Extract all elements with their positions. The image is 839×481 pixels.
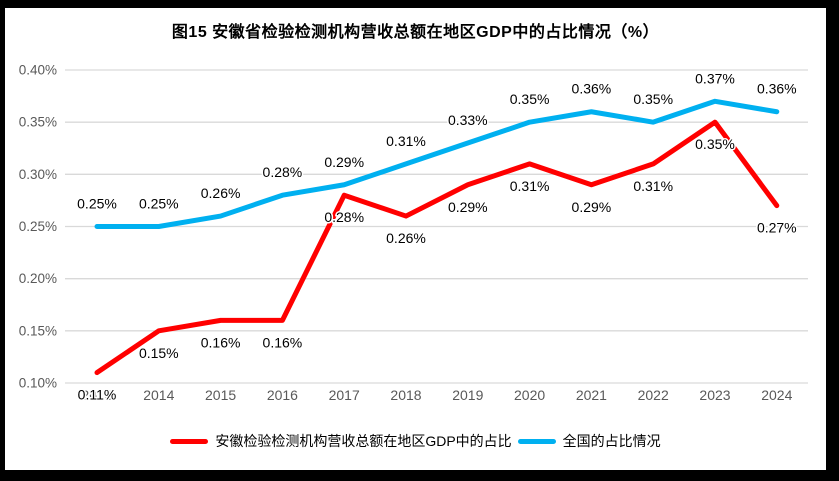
data-label-series-0: 0.36% xyxy=(757,81,797,97)
series-line-1 xyxy=(94,119,780,376)
y-axis-tick-label: 0.20% xyxy=(19,271,57,286)
data-label-series-0: 0.28% xyxy=(263,164,303,180)
data-label-series-1: 0.31% xyxy=(633,178,673,194)
legend-label-national: 全国的占比情况 xyxy=(562,433,661,449)
x-axis-tick-label: 2014 xyxy=(143,387,174,403)
chart-canvas: 图15 安徽省检验检测机构营收总额在地区GDP中的占比情况（%） 0.40% 0.… xyxy=(5,8,826,470)
data-label-series-0: 0.35% xyxy=(633,91,673,107)
y-axis-tick-label: 0.25% xyxy=(19,219,57,234)
y-axis-tick-label: 0.30% xyxy=(19,167,57,182)
x-axis-tick-label: 2021 xyxy=(576,387,607,403)
x-axis-tick-label: 2019 xyxy=(452,387,483,403)
data-label-series-1: 0.29% xyxy=(572,199,612,215)
x-axis-tick-label: 2017 xyxy=(329,387,360,403)
y-axis-tick-label: 0.10% xyxy=(19,376,57,391)
data-label-series-0: 0.33% xyxy=(448,112,488,128)
data-label-series-1: 0.27% xyxy=(757,220,797,236)
data-label-series-0: 0.26% xyxy=(201,185,241,201)
x-axis-tick-label: 2013 xyxy=(81,387,112,403)
x-axis-tick-label: 2024 xyxy=(761,387,792,403)
x-axis-tick-label: 2020 xyxy=(514,387,545,403)
legend-line-swatch-blue xyxy=(517,438,556,444)
x-axis-tick-label: 2015 xyxy=(205,387,236,403)
data-label-series-1: 0.15% xyxy=(139,345,179,361)
data-label-series-0: 0.29% xyxy=(324,154,364,170)
chart-title: 图15 安徽省检验检测机构营收总额在地区GDP中的占比情况（%） xyxy=(171,24,660,41)
legend-item-national: 全国的占比情况 xyxy=(517,431,661,451)
data-label-series-0: 0.37% xyxy=(695,70,735,86)
legend-line-swatch-red xyxy=(170,438,209,444)
data-label-series-0: 0.25% xyxy=(77,196,117,212)
data-label-series-1: 0.29% xyxy=(448,199,488,215)
data-label-series-0: 0.25% xyxy=(139,196,179,212)
x-axis-tick-label: 2018 xyxy=(390,387,421,403)
data-label-series-0: 0.35% xyxy=(510,91,550,107)
chart-plot-area: 0.40% 0.35% 0.30% 0.25% 0.20% 0.15% 0.10% 2013 2… xyxy=(19,63,808,404)
y-axis-tick-label: 0.35% xyxy=(19,115,57,130)
data-label-series-1: 0.11% xyxy=(78,387,117,403)
y-axis-tick-label: 0.15% xyxy=(19,323,57,338)
x-axis-tick-label: 2023 xyxy=(699,387,730,403)
y-axis-tick-label: 0.40% xyxy=(19,63,57,78)
data-label-series-1: 0.16% xyxy=(201,334,241,350)
data-label-series-1: 0.31% xyxy=(510,178,550,194)
legend-item-anhui: 安徽检验检测机构营收总额在地区GDP中的占比 xyxy=(170,431,512,451)
x-axis-tick-label: 2022 xyxy=(638,387,669,403)
x-axis-tick-label: 2016 xyxy=(267,387,298,403)
data-label-series-1: 0.26% xyxy=(386,230,426,246)
series-line-0 xyxy=(94,98,780,229)
data-label-series-1: 0.16% xyxy=(263,334,303,350)
data-label-series-1: 0.28% xyxy=(324,209,364,225)
data-label-series-1: 0.35% xyxy=(695,136,735,152)
data-label-series-0: 0.36% xyxy=(572,81,612,97)
data-label-series-0: 0.31% xyxy=(386,133,426,149)
chart-legend: 安徽检验检测机构营收总额在地区GDP中的占比 全国的占比情况 xyxy=(5,431,826,451)
legend-label-anhui: 安徽检验检测机构营收总额在地区GDP中的占比 xyxy=(215,433,512,449)
